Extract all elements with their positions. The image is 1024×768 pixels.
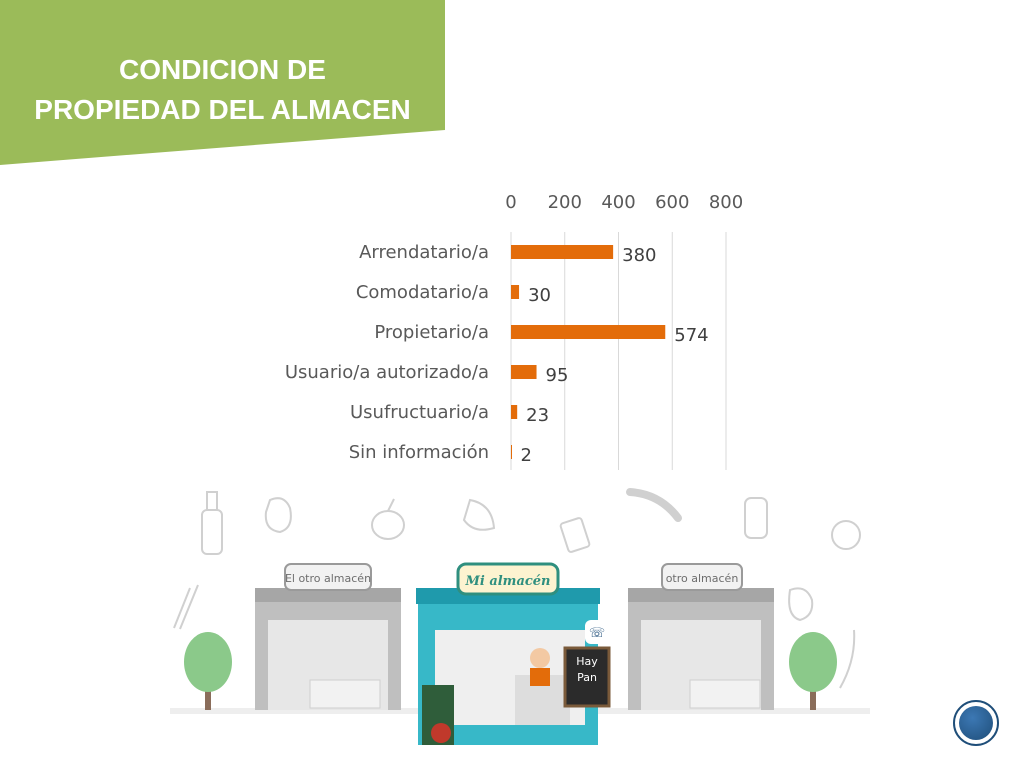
x-tick-label: 0 xyxy=(505,192,516,213)
navigation-button[interactable] xyxy=(953,700,999,746)
bar-chart: 0 200 400 600 800 Arrendatario/a 380 Comodatari… xyxy=(285,192,743,470)
onion-doodle-icon xyxy=(371,498,405,540)
category-label: Propietario/a xyxy=(374,322,489,343)
data-label: 2 xyxy=(521,445,532,466)
leek-doodle-icon xyxy=(839,629,856,689)
store-illustration: El otro almacén otro almacén ☏ Hay Pan M… xyxy=(170,488,870,745)
data-label: 23 xyxy=(526,405,549,426)
x-tick-label: 600 xyxy=(655,192,689,213)
right-store: otro almacén xyxy=(628,563,774,710)
board-text-line1: Hay xyxy=(576,655,598,668)
bar xyxy=(511,445,512,459)
bar xyxy=(511,405,518,419)
data-label: 574 xyxy=(674,325,708,346)
left-tree-icon xyxy=(184,632,232,710)
category-label: Usuario/a autorizado/a xyxy=(285,362,489,383)
artichoke-doodle-icon xyxy=(831,520,861,550)
milk-box-doodle-icon xyxy=(559,517,591,553)
x-tick-label: 400 xyxy=(601,192,635,213)
category-label: Arrendatario/a xyxy=(359,242,489,263)
phone-icon: ☏ xyxy=(589,626,605,641)
category-label: Usufructuario/a xyxy=(350,402,489,423)
cucumber-doodle-icon xyxy=(626,488,682,522)
left-store: El otro almacén xyxy=(255,563,401,710)
bar xyxy=(511,365,537,379)
bar xyxy=(511,285,520,299)
pepper-doodle-icon xyxy=(264,497,292,534)
right-tree-icon xyxy=(789,632,837,710)
carrots-doodle-icon xyxy=(173,584,199,630)
jar-doodle-icon xyxy=(744,497,768,539)
pepper2-doodle-icon xyxy=(788,587,814,622)
x-tick-label: 200 xyxy=(548,192,582,213)
lettuce-doodle-icon xyxy=(462,498,496,531)
data-label: 380 xyxy=(622,245,656,266)
right-store-sign: otro almacén xyxy=(666,572,739,585)
data-label: 30 xyxy=(528,285,551,306)
bar xyxy=(511,245,614,259)
slide-title: CONDICION DE PROPIEDAD DEL ALMACEN xyxy=(0,50,445,130)
x-tick-label: 800 xyxy=(709,192,743,213)
slide-title-line1: CONDICION DE xyxy=(119,54,326,85)
title-banner xyxy=(0,0,445,165)
slide-title-line2: PROPIEDAD DEL ALMACEN xyxy=(34,94,411,125)
bottle-doodle-icon xyxy=(201,491,223,555)
left-store-sign: El otro almacén xyxy=(285,572,371,585)
category-label: Sin información xyxy=(349,442,489,463)
center-store: ☏ Hay Pan Mi almacén xyxy=(416,562,611,745)
board-text-line2: Pan xyxy=(577,671,597,684)
category-label: Comodatario/a xyxy=(356,282,489,303)
center-store-sign: Mi almacén xyxy=(464,574,550,589)
data-label: 95 xyxy=(546,365,569,386)
bar xyxy=(511,325,666,339)
